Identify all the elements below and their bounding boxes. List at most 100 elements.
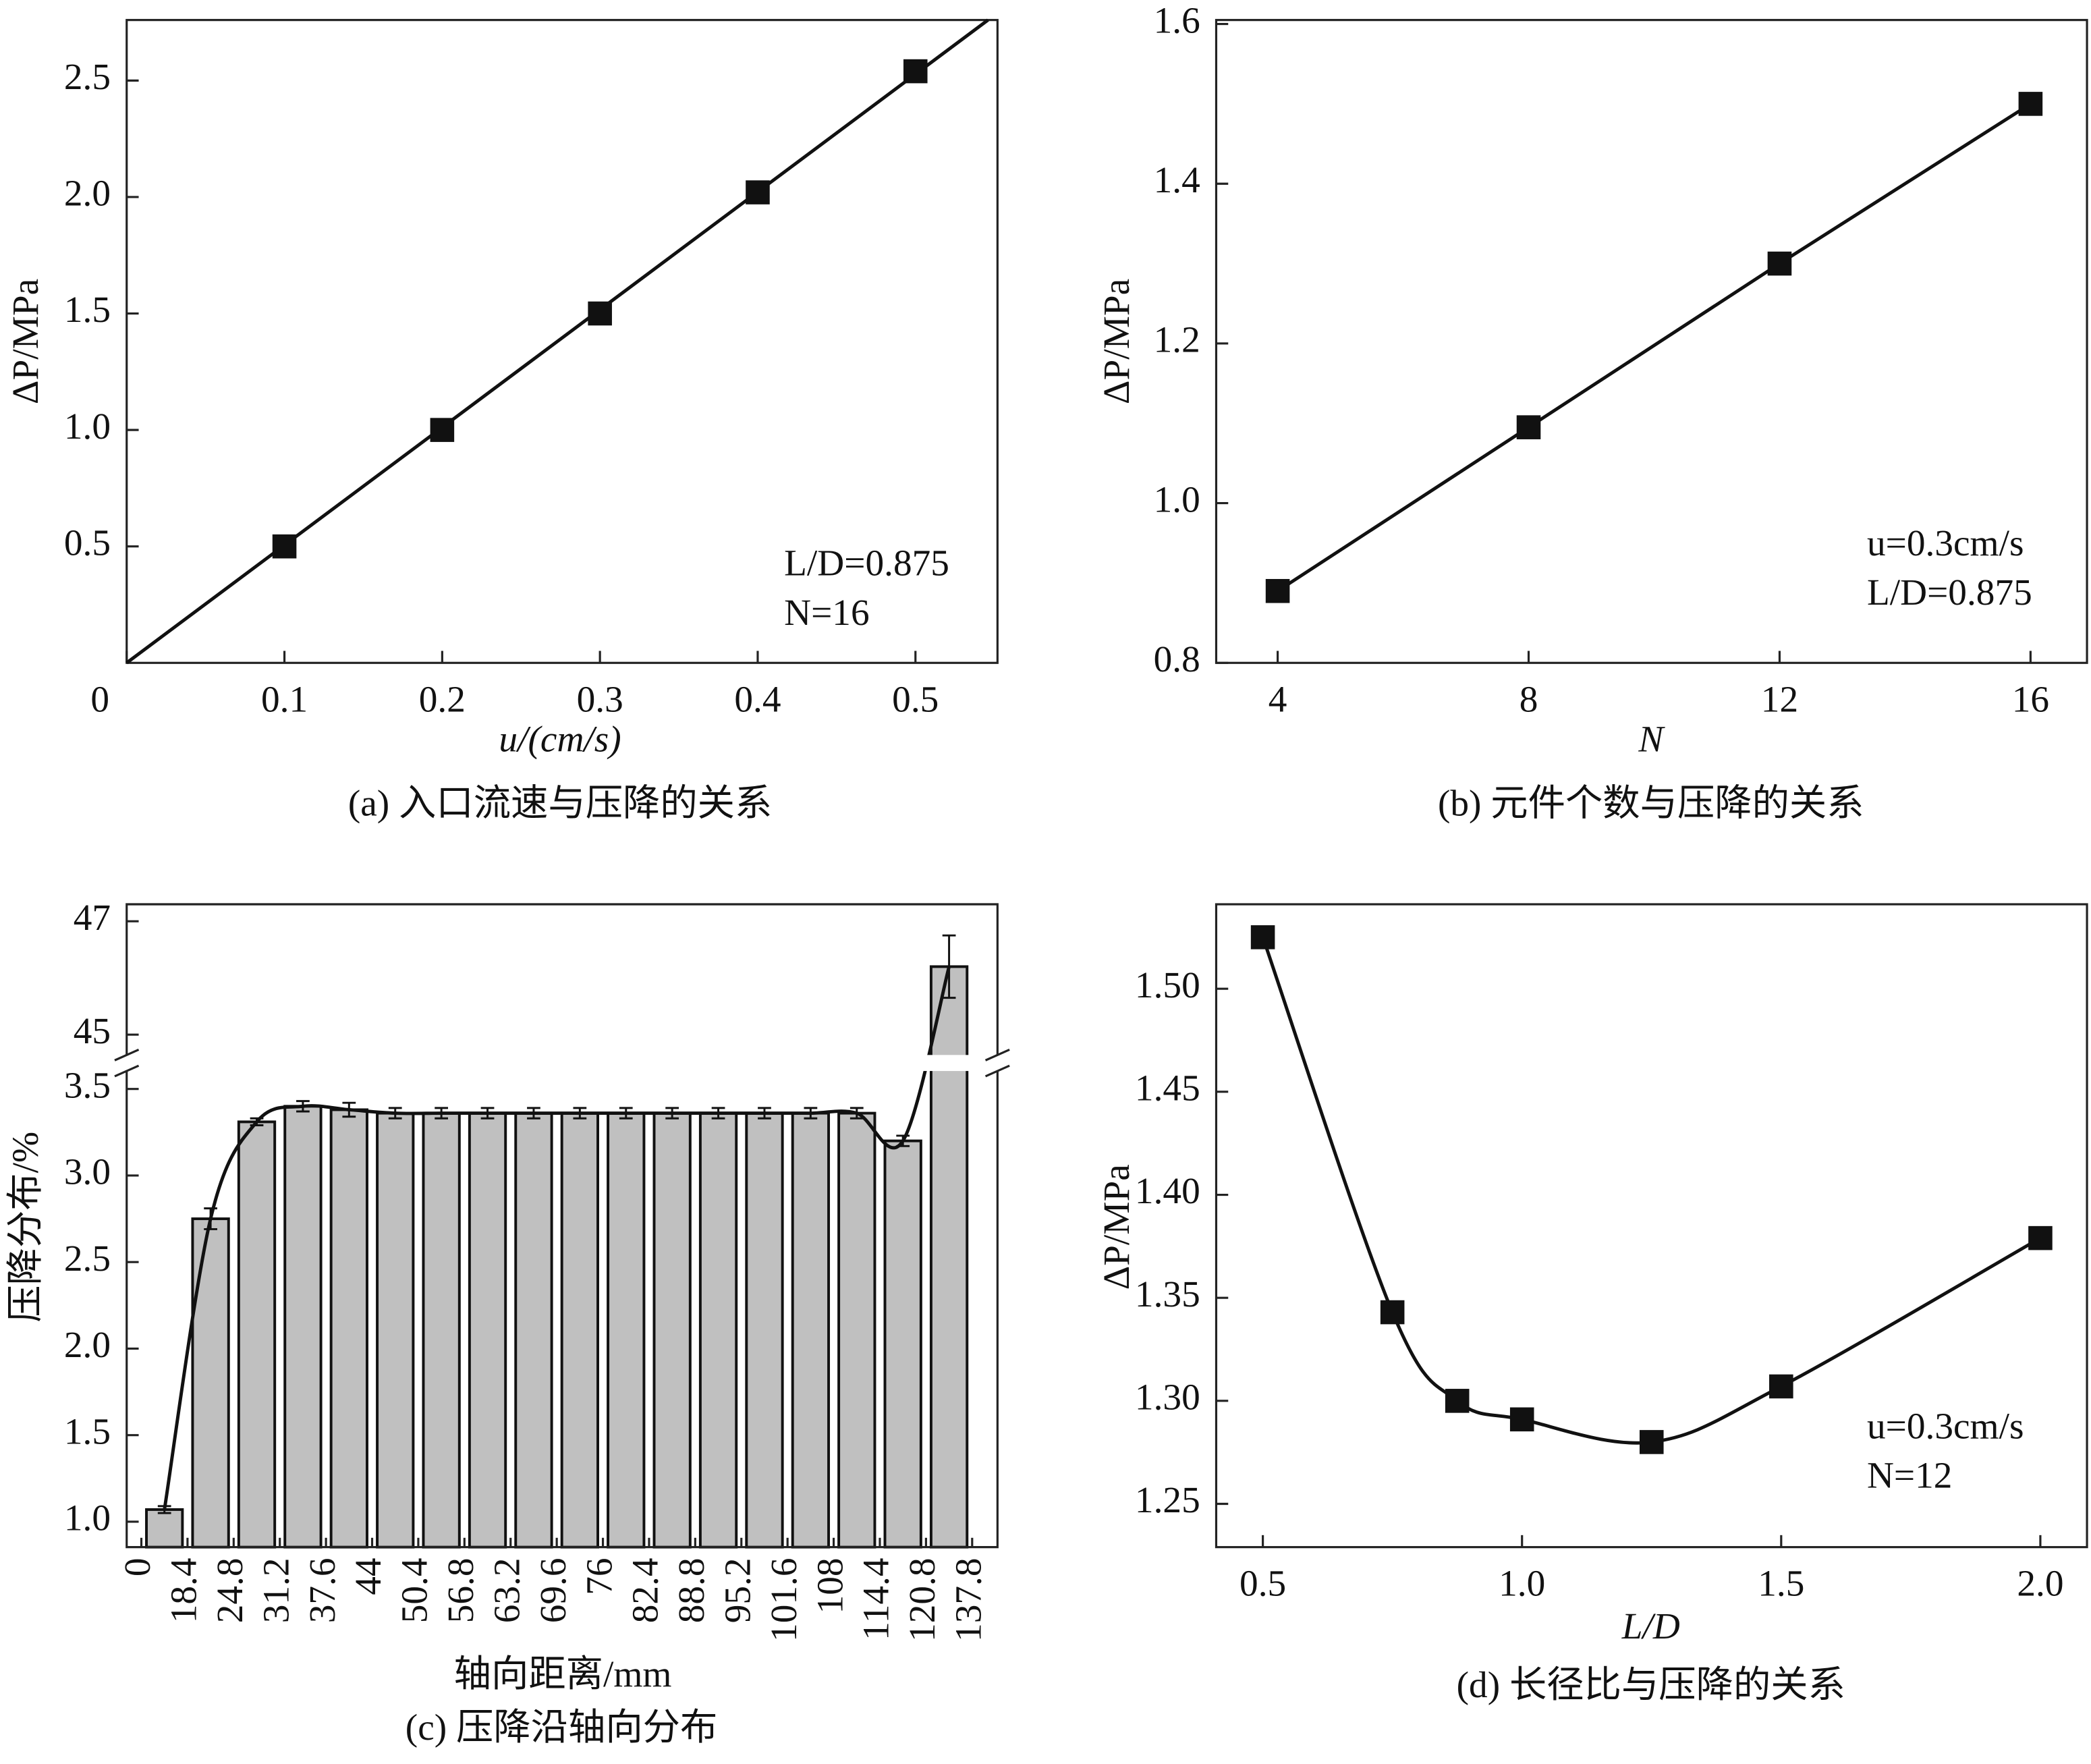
marker bbox=[903, 59, 928, 84]
bar bbox=[329, 1108, 368, 1549]
x-tick-label: 0.5 bbox=[892, 678, 939, 719]
x-tick-label: 0.2 bbox=[419, 678, 466, 719]
y-axis-label: 压降分布/% bbox=[5, 1132, 46, 1323]
bar bbox=[745, 1111, 784, 1549]
y-tick-label: 1.0 bbox=[1154, 478, 1200, 520]
y-tick-label: 0.5 bbox=[64, 522, 111, 563]
bar bbox=[514, 1111, 553, 1549]
annotation: L/D=0.875 bbox=[1867, 572, 2032, 613]
annotation: u=0.3cm/s bbox=[1867, 1405, 2024, 1446]
y-tick-label: 1.4 bbox=[1154, 159, 1200, 200]
x-tick-label: 0 bbox=[90, 678, 109, 719]
marker bbox=[588, 301, 612, 326]
bar bbox=[652, 1111, 692, 1549]
axis-break-mark bbox=[114, 1048, 140, 1078]
x-tick-label: 12 bbox=[1761, 678, 1798, 719]
y-tick-label: 1.5 bbox=[64, 1410, 111, 1452]
trend-curve bbox=[163, 966, 951, 1510]
x-tick-label: 82.4 bbox=[625, 1558, 666, 1623]
marker bbox=[1250, 925, 1275, 949]
x-tick-label: 1.0 bbox=[1499, 1563, 1545, 1604]
x-tick-label: 108 bbox=[809, 1558, 850, 1614]
marker bbox=[1265, 578, 1290, 603]
x-tick-label: 88.8 bbox=[671, 1558, 712, 1623]
x-axis-label: 轴向距离/mm bbox=[454, 1653, 672, 1694]
caption: (b) 元件个数与压降的关系 bbox=[1438, 782, 1864, 823]
marker bbox=[2018, 92, 2043, 116]
x-tick-label: 0.4 bbox=[734, 678, 781, 719]
y-tick-label: 1.35 bbox=[1135, 1273, 1200, 1315]
x-tick-label: 31.2 bbox=[255, 1558, 296, 1623]
bar bbox=[883, 1139, 922, 1549]
x-tick-label: 95.2 bbox=[717, 1558, 758, 1623]
x-tick-label: 24.8 bbox=[209, 1558, 250, 1623]
y-axis-label: ΔP/MPa bbox=[1096, 279, 1137, 404]
marker bbox=[272, 534, 297, 559]
bar bbox=[468, 1111, 507, 1549]
x-tick-label: 114.4 bbox=[856, 1558, 897, 1640]
marker bbox=[1380, 1300, 1405, 1325]
bar bbox=[145, 1508, 184, 1549]
x-axis-label: u/(cm/s) bbox=[499, 719, 621, 760]
marker bbox=[1509, 1407, 1534, 1432]
caption: (d) 长径比与压降的关系 bbox=[1457, 1664, 1845, 1705]
bar bbox=[560, 1111, 600, 1549]
x-tick-label: 0 bbox=[117, 1558, 158, 1576]
y-tick-label: 1.6 bbox=[1154, 0, 1200, 40]
annotation: L/D=0.875 bbox=[784, 543, 949, 584]
bar bbox=[698, 1111, 738, 1549]
x-tick-label: 63.2 bbox=[486, 1558, 527, 1623]
axis-break-mark bbox=[984, 1048, 1010, 1078]
y-tick-label: 1.30 bbox=[1135, 1377, 1200, 1418]
bar bbox=[422, 1111, 461, 1549]
y-tick-label: 1.25 bbox=[1135, 1479, 1200, 1520]
annotation: N=12 bbox=[1867, 1455, 1952, 1496]
marker bbox=[1516, 415, 1541, 439]
x-tick-label: 137.8 bbox=[948, 1558, 989, 1642]
y-tick-label: 2.5 bbox=[64, 1238, 111, 1279]
x-tick-label: 0.3 bbox=[577, 678, 623, 719]
bar bbox=[929, 965, 969, 1549]
x-tick-label: 8 bbox=[1520, 678, 1538, 719]
caption: (c) 压降沿轴向分布 bbox=[406, 1707, 718, 1748]
y-tick-label: 1.5 bbox=[64, 289, 111, 330]
annotation: u=0.3cm/s bbox=[1867, 522, 2024, 563]
annotation: N=16 bbox=[784, 592, 869, 633]
x-tick-label: 1.5 bbox=[1758, 1563, 1804, 1604]
x-tick-label: 37.6 bbox=[302, 1558, 343, 1623]
marker bbox=[1769, 1374, 1793, 1399]
y-tick-label: 1.45 bbox=[1135, 1068, 1200, 1109]
y-tick-label: 3.5 bbox=[64, 1064, 111, 1105]
y-tick-label: 2.0 bbox=[64, 173, 111, 214]
caption: (a) 入口流速与压降的关系 bbox=[348, 782, 773, 823]
y-tick-label: 1.0 bbox=[64, 1497, 111, 1539]
x-tick-label: 0.5 bbox=[1239, 1563, 1286, 1604]
series-line bbox=[1277, 102, 2032, 592]
y-tick-label: 1.0 bbox=[64, 406, 111, 447]
marker bbox=[430, 418, 455, 442]
x-tick-label: 2.0 bbox=[2017, 1563, 2063, 1604]
y-tick-label: 3.0 bbox=[64, 1151, 111, 1192]
y-axis-label: ΔP/MPa bbox=[5, 279, 46, 404]
marker bbox=[1445, 1389, 1470, 1413]
y-tick-label: 2.0 bbox=[64, 1324, 111, 1365]
y-tick-label: 45 bbox=[74, 1010, 111, 1051]
plot-frame bbox=[126, 903, 999, 1549]
marker bbox=[1639, 1430, 1664, 1454]
axis-break-gap bbox=[100, 1055, 1024, 1072]
bar bbox=[791, 1111, 831, 1549]
bar bbox=[191, 1217, 230, 1549]
y-tick-label: 1.2 bbox=[1154, 319, 1200, 360]
bar bbox=[376, 1111, 415, 1549]
x-tick-label: 101.6 bbox=[763, 1558, 804, 1642]
x-tick-label: 76 bbox=[578, 1558, 619, 1595]
x-tick-label: 120.8 bbox=[901, 1558, 943, 1642]
marker bbox=[1767, 251, 1792, 276]
marker bbox=[2028, 1225, 2053, 1250]
x-tick-label: 16 bbox=[2012, 678, 2049, 719]
x-tick-label: 50.4 bbox=[394, 1558, 435, 1623]
x-tick-label: 56.8 bbox=[440, 1558, 481, 1623]
y-axis-label: ΔP/MPa bbox=[1096, 1164, 1137, 1290]
bar bbox=[607, 1111, 646, 1549]
